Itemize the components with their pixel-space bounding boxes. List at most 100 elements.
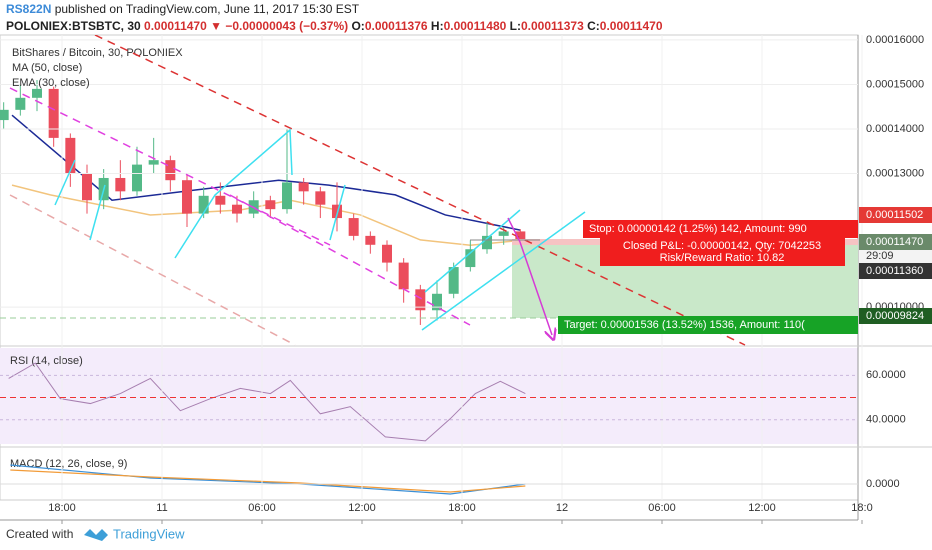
candle-body (282, 182, 292, 210)
legend-entry: EMA (30, close) (12, 77, 90, 89)
channel-line (424, 209, 521, 293)
rsi-band (0, 348, 858, 444)
trend-line (9, 87, 331, 246)
y-tick-label: 0.00016000 (866, 34, 924, 46)
rsi-title: RSI (14, close) (10, 355, 83, 367)
candle-body (265, 200, 276, 210)
price-tag-text: 0.00011470 (866, 236, 923, 248)
arrow (507, 217, 552, 335)
x-tick-label: 18:00 (48, 502, 76, 514)
wave-line (329, 184, 346, 241)
candle-body (0, 109, 9, 121)
price-tag (859, 308, 932, 324)
candle-body (132, 164, 142, 192)
header: RS822N published on TradingView.com, Jun… (6, 1, 663, 35)
header-line: RS822N published on TradingView.com, Jun… (6, 1, 663, 18)
trend-line (229, 194, 471, 326)
wave-line (174, 128, 293, 259)
o: 0.00011376 (364, 19, 428, 33)
x-tick-label: 18:00 (448, 502, 476, 514)
author[interactable]: RS822N (6, 2, 52, 16)
candle-body (65, 137, 76, 174)
candle-body (182, 180, 192, 214)
chart-title: BitShares / Bitcoin, 30, POLONIEX (12, 47, 183, 59)
x-tick-label: 12:00 (348, 502, 376, 514)
x-tick-label: 06:00 (248, 502, 276, 514)
candle-body (332, 204, 342, 219)
l: 0.00011373 (521, 19, 584, 33)
target-label: Target: 0.00001536 (13.52%) 1536, Amount… (564, 319, 805, 331)
x-tick-label: 18:0 (851, 502, 872, 514)
channel-line (421, 211, 586, 331)
change: −0.00000043 (−0.37%) (225, 19, 349, 33)
position-labels: Stop: 0.00000142 (1.25%) 142, Amount: 99… (558, 220, 858, 334)
price-tag-text: 0.00009824 (866, 310, 924, 322)
candle-body (232, 204, 242, 214)
candle-body (482, 235, 492, 250)
candle-body (165, 160, 176, 181)
candle-body (298, 182, 309, 192)
pnl-label: Closed P&L: -0.00000142, Qty: 7042253 (623, 240, 821, 252)
y-tick-label: 0.00014000 (866, 123, 924, 135)
y-tick-label: 40.0000 (866, 414, 906, 426)
o-label: O: (351, 19, 365, 33)
candle-body (415, 289, 426, 311)
candle-body (198, 195, 209, 214)
label-box (600, 238, 845, 266)
arrow: ▼ (210, 19, 223, 33)
y-tick-label: 0.00013000 (866, 167, 924, 179)
label-box (558, 316, 858, 334)
price-tag (859, 250, 932, 263)
legend-entry: MA (50, close) (12, 62, 82, 74)
h-label: H: (430, 19, 444, 33)
symbol: POLONIEX:BTSBTC, 30 (6, 19, 141, 33)
candle-body (32, 88, 42, 98)
candle-body (432, 293, 442, 311)
h: 0.00011480 (443, 19, 507, 33)
c-label: C: (587, 19, 600, 33)
price-tag (859, 263, 932, 279)
macd-line (10, 469, 526, 493)
macd-title: MACD (12, 26, close, 9) (10, 458, 127, 470)
x-tick-label: 12 (556, 502, 568, 514)
label-box (583, 220, 858, 238)
footer-text: Created with (6, 527, 73, 541)
candle-body (515, 231, 526, 242)
candle-body (148, 160, 159, 165)
candle-body (382, 244, 392, 263)
series-layer (0, 79, 526, 495)
candle-body (115, 177, 126, 192)
candle-body (348, 218, 359, 236)
price-tag-text: 0.00011502 (866, 209, 923, 221)
candle-body (498, 231, 509, 236)
c: 0.00011470 (599, 19, 663, 33)
candle-body (15, 97, 26, 110)
wave-line (54, 159, 76, 206)
footer-brand[interactable]: TradingView (113, 526, 185, 541)
x-tick-label: 06:00 (648, 502, 676, 514)
candle-body (48, 88, 59, 138)
countdown: 29:09 (866, 250, 894, 262)
last: 0.00011470 (144, 19, 207, 33)
x-tick-label: 12:00 (748, 502, 776, 514)
candle-body (365, 235, 376, 245)
wave-line (89, 184, 106, 241)
stop-label: Stop: 0.00000142 (1.25%) 142, Amount: 99… (589, 223, 807, 235)
x-tick-label: 11 (156, 502, 167, 514)
y-tick-label: 60.0000 (866, 369, 906, 381)
logo (84, 529, 108, 541)
price-tag-text: 0.00011360 (866, 265, 923, 277)
candle-body (465, 249, 476, 268)
published: published on TradingView.com, June 11, 2… (54, 2, 360, 16)
candle-body (398, 262, 409, 290)
candle-body (82, 173, 92, 201)
header-line: POLONIEX:BTSBTC, 30 0.00011470 ▼ −0.0000… (6, 18, 663, 35)
rsi-line (8, 362, 526, 442)
drawings (0, 35, 858, 346)
candle-body (215, 195, 226, 205)
price-tag (859, 207, 932, 223)
l-label: L: (509, 19, 521, 33)
price-tag (859, 234, 932, 250)
